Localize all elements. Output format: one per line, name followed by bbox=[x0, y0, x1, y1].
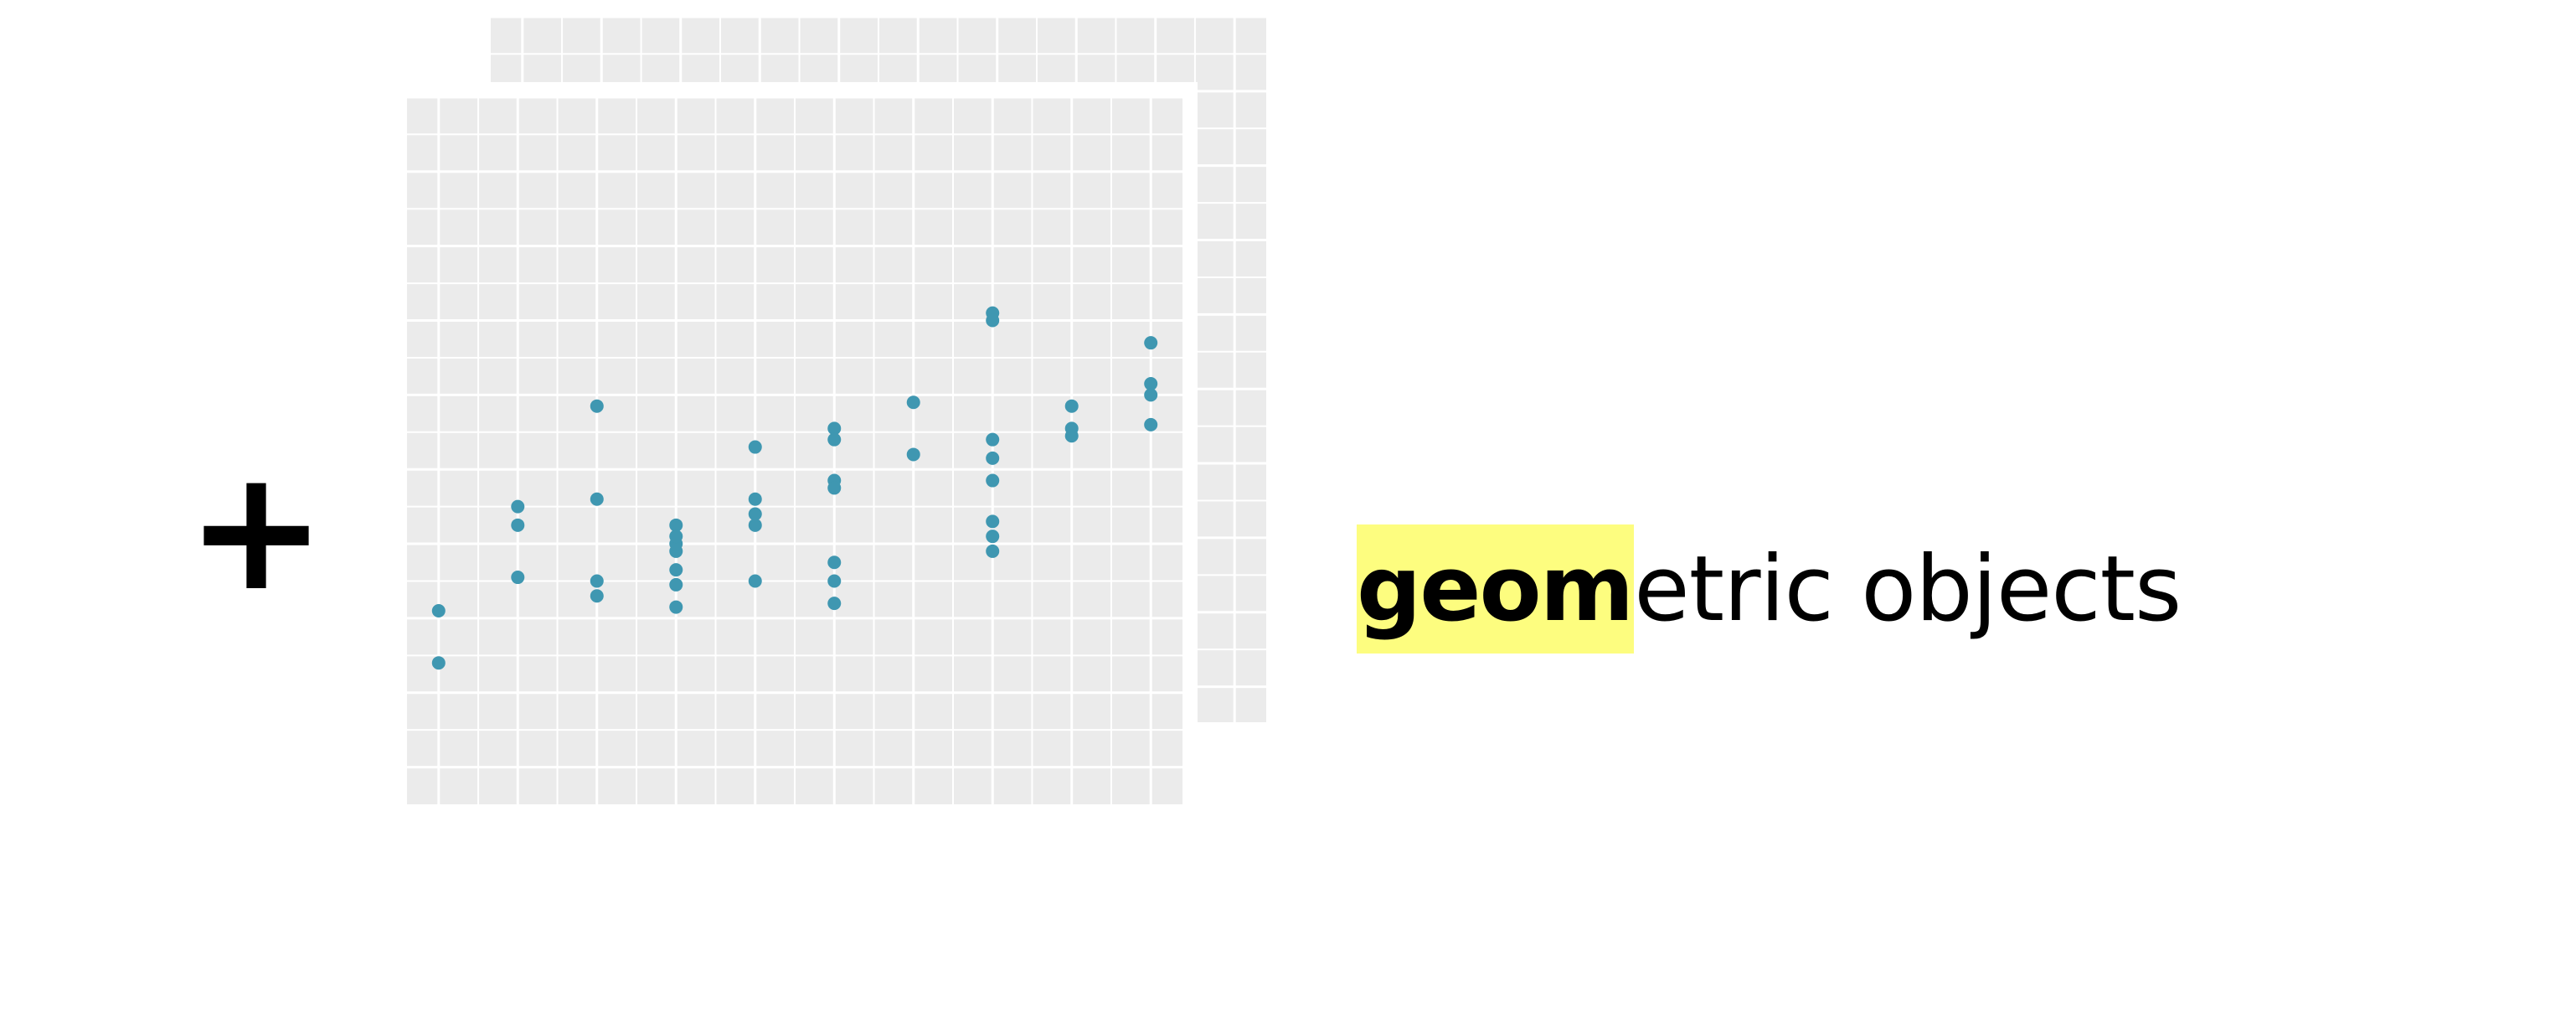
data-point bbox=[748, 507, 762, 521]
plus-symbol: + bbox=[186, 433, 327, 628]
data-point bbox=[906, 395, 920, 410]
data-point bbox=[669, 518, 683, 532]
data-point bbox=[590, 589, 604, 603]
data-point bbox=[827, 481, 842, 495]
data-point bbox=[431, 604, 446, 618]
label-highlighted-text: geom bbox=[1357, 536, 1634, 642]
data-point bbox=[590, 574, 604, 588]
data-point bbox=[827, 574, 842, 588]
data-point bbox=[511, 499, 525, 514]
data-point bbox=[748, 518, 762, 532]
label-highlight: geom bbox=[1357, 524, 1634, 654]
data-point bbox=[669, 530, 683, 544]
plot-grid bbox=[407, 96, 1182, 804]
data-point bbox=[511, 571, 525, 585]
data-point bbox=[986, 514, 1000, 529]
data-point bbox=[986, 530, 1000, 544]
data-point bbox=[986, 451, 1000, 465]
data-point bbox=[986, 544, 1000, 558]
label-remaining-text: etric objects bbox=[1634, 536, 2182, 642]
data-point bbox=[748, 440, 762, 454]
data-point bbox=[511, 518, 525, 532]
front-layer-panel bbox=[407, 96, 1182, 804]
geom-label: geom etric objects bbox=[1357, 524, 2182, 654]
data-point bbox=[1144, 336, 1158, 350]
scatter-points bbox=[431, 306, 1158, 670]
data-point bbox=[827, 432, 842, 447]
data-point bbox=[986, 473, 1000, 488]
data-point bbox=[748, 492, 762, 506]
data-point bbox=[669, 600, 683, 614]
data-point bbox=[590, 492, 604, 506]
data-point bbox=[431, 656, 446, 670]
data-point bbox=[1144, 388, 1158, 402]
data-point bbox=[748, 574, 762, 588]
data-point bbox=[827, 597, 842, 611]
data-point bbox=[986, 432, 1000, 447]
data-point bbox=[906, 447, 920, 462]
data-point bbox=[669, 563, 683, 577]
data-point bbox=[827, 555, 842, 570]
data-point bbox=[986, 313, 1000, 328]
data-point bbox=[669, 577, 683, 592]
data-point bbox=[1064, 429, 1079, 443]
data-point bbox=[827, 421, 842, 436]
data-point bbox=[590, 399, 604, 413]
data-point bbox=[1144, 417, 1158, 431]
data-point bbox=[1064, 399, 1079, 413]
data-point bbox=[1144, 377, 1158, 391]
